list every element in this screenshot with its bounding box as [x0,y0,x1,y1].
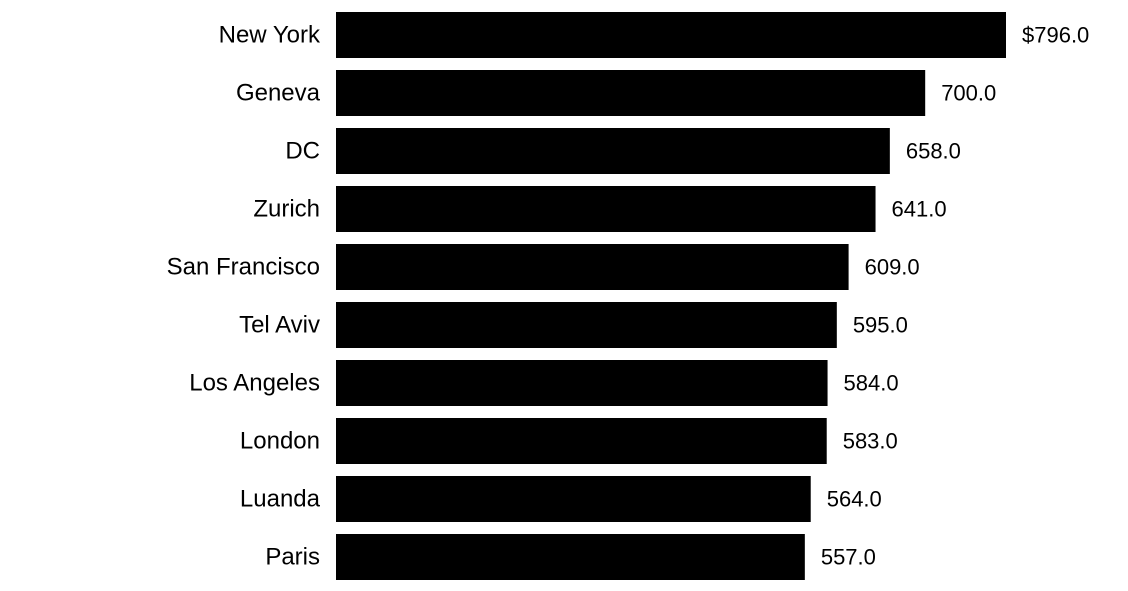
bar [336,534,805,580]
bar [336,186,876,232]
bar [336,360,828,406]
bar [336,476,811,522]
category-label: San Francisco [167,254,320,281]
bar [336,418,827,464]
category-label: Luanda [240,486,321,513]
bar [336,244,849,290]
bar [336,70,926,116]
value-label: 557.0 [821,545,876,570]
category-label: New York [219,22,321,49]
value-label: 564.0 [827,487,882,512]
value-label: 641.0 [892,197,947,222]
value-label: 609.0 [865,255,920,280]
category-label: Los Angeles [189,370,320,397]
bar [336,12,1006,58]
category-label: Zurich [253,196,320,223]
value-label: 584.0 [844,371,899,396]
category-label: Geneva [236,80,321,107]
category-label: London [240,428,320,455]
value-label: 595.0 [853,313,908,338]
value-label: 700.0 [941,81,996,106]
bar [336,128,890,174]
category-label: Paris [265,544,320,571]
value-label: 658.0 [906,139,961,164]
value-label: 583.0 [843,429,898,454]
bar [336,302,837,348]
value-label: $796.0 [1022,23,1089,48]
category-label: Tel Aviv [239,312,320,339]
category-label: DC [285,138,320,165]
